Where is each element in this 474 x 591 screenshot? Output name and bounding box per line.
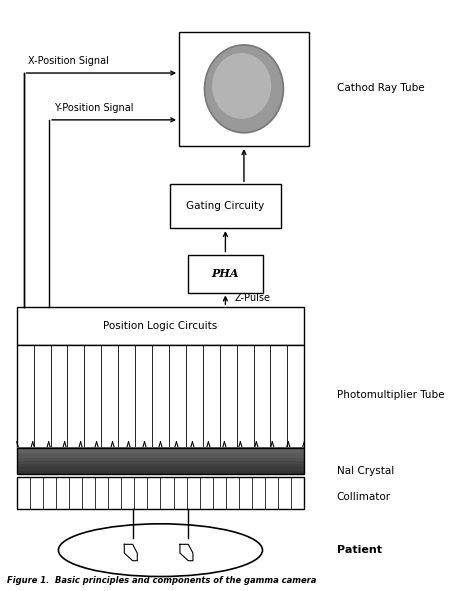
Bar	[17, 477, 304, 509]
Bar	[17, 470, 304, 474]
Text: Cathod Ray Tube: Cathod Ray Tube	[337, 83, 424, 93]
Bar	[17, 307, 304, 345]
Text: Collimator: Collimator	[337, 492, 391, 502]
Polygon shape	[180, 544, 193, 561]
Text: X-Position Signal: X-Position Signal	[28, 56, 109, 66]
Bar	[17, 460, 304, 464]
Text: Z-Pulse: Z-Pulse	[235, 293, 271, 303]
Bar	[17, 448, 304, 474]
Ellipse shape	[205, 45, 283, 133]
Polygon shape	[124, 544, 137, 561]
Bar	[17, 345, 304, 448]
Bar	[179, 32, 309, 146]
Ellipse shape	[212, 53, 271, 119]
Text: Figure 1.  Basic principles and components of the gamma camera: Figure 1. Basic principles and component…	[8, 576, 317, 585]
Bar	[17, 463, 304, 467]
Bar	[17, 457, 304, 461]
Text: Y-Position Signal: Y-Position Signal	[54, 103, 133, 113]
Ellipse shape	[58, 524, 263, 576]
Bar	[17, 447, 304, 451]
Bar	[17, 450, 304, 454]
Text: PHA: PHA	[212, 268, 239, 279]
Text: NaI Crystal: NaI Crystal	[337, 466, 394, 476]
Bar	[170, 184, 281, 228]
Text: Photomultiplier Tube: Photomultiplier Tube	[337, 390, 444, 400]
Text: Position Logic Circuits: Position Logic Circuits	[103, 322, 218, 331]
Text: Patient: Patient	[337, 545, 382, 555]
Bar	[188, 255, 263, 293]
Bar	[17, 467, 304, 471]
Bar	[17, 454, 304, 457]
Text: Gating Circuity: Gating Circuity	[186, 201, 264, 211]
